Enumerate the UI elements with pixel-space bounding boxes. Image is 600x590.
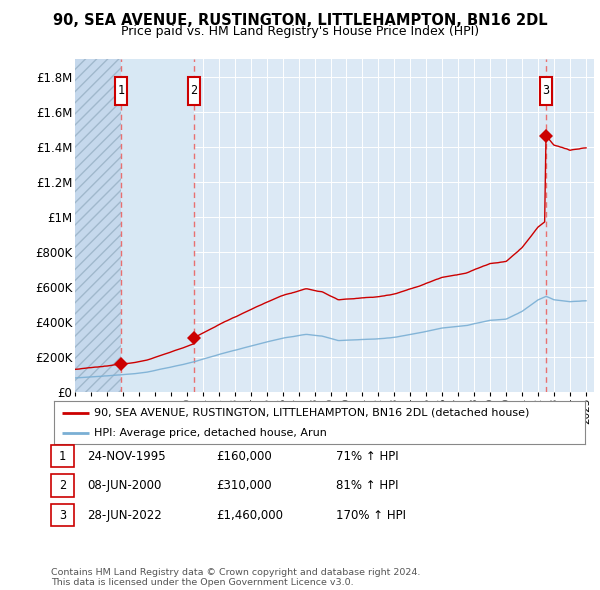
Text: £160,000: £160,000: [216, 450, 272, 463]
Text: £1,460,000: £1,460,000: [216, 509, 283, 522]
FancyBboxPatch shape: [115, 77, 127, 104]
Text: 81% ↑ HPI: 81% ↑ HPI: [336, 479, 398, 492]
Text: 1: 1: [118, 84, 125, 97]
Text: 90, SEA AVENUE, RUSTINGTON, LITTLEHAMPTON, BN16 2DL (detached house): 90, SEA AVENUE, RUSTINGTON, LITTLEHAMPTO…: [94, 408, 529, 418]
Text: HPI: Average price, detached house, Arun: HPI: Average price, detached house, Arun: [94, 428, 326, 438]
Text: 170% ↑ HPI: 170% ↑ HPI: [336, 509, 406, 522]
Text: 2: 2: [59, 479, 66, 492]
Text: 3: 3: [542, 84, 550, 97]
Text: Contains HM Land Registry data © Crown copyright and database right 2024.
This d: Contains HM Land Registry data © Crown c…: [51, 568, 421, 587]
Text: 1: 1: [59, 450, 66, 463]
Text: 90, SEA AVENUE, RUSTINGTON, LITTLEHAMPTON, BN16 2DL: 90, SEA AVENUE, RUSTINGTON, LITTLEHAMPTO…: [53, 13, 547, 28]
Text: 3: 3: [59, 509, 66, 522]
Text: Price paid vs. HM Land Registry's House Price Index (HPI): Price paid vs. HM Land Registry's House …: [121, 25, 479, 38]
FancyBboxPatch shape: [540, 77, 552, 104]
Text: £310,000: £310,000: [216, 479, 272, 492]
Text: 28-JUN-2022: 28-JUN-2022: [87, 509, 162, 522]
FancyBboxPatch shape: [188, 77, 200, 104]
Text: 08-JUN-2000: 08-JUN-2000: [87, 479, 161, 492]
Text: 2: 2: [190, 84, 197, 97]
Bar: [75, 59, 121, 392]
Bar: [121, 59, 194, 392]
Text: 71% ↑ HPI: 71% ↑ HPI: [336, 450, 398, 463]
Text: 24-NOV-1995: 24-NOV-1995: [87, 450, 166, 463]
